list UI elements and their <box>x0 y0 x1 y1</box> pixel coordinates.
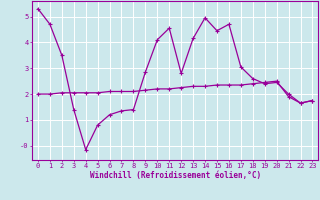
X-axis label: Windchill (Refroidissement éolien,°C): Windchill (Refroidissement éolien,°C) <box>90 171 261 180</box>
